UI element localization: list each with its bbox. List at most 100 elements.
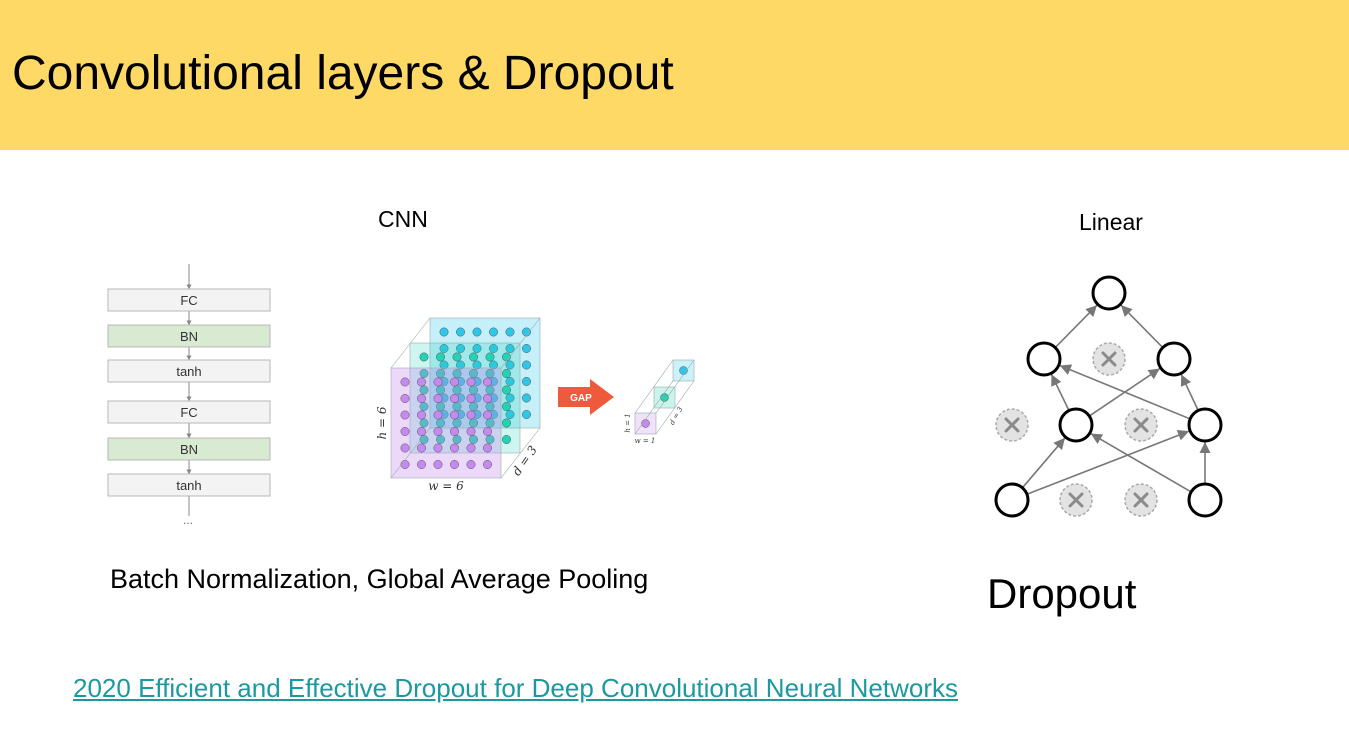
feature-dot [505,360,515,370]
feature-dot [400,410,410,420]
feature-dot [522,344,531,353]
feature-dot [505,327,515,337]
cnn-caption: Batch Normalization, Global Average Pool… [110,564,649,594]
feature-dot [472,344,482,353]
feature-dot [400,394,410,403]
layer-label: tanh [176,478,201,493]
input-width-label: w = 6 [428,479,464,493]
feature-dot [522,410,531,419]
feature-dot [522,393,531,403]
feature-dot [466,443,476,453]
layer-box-5: BN [107,437,271,461]
feature-dot [417,394,426,403]
feature-dot [502,385,511,395]
feature-dot [489,360,498,370]
feature-map-blue [429,317,541,429]
feature-dot [466,394,476,403]
feature-dot [400,427,410,436]
feature-dot [450,377,459,387]
output-width-label: w = 1 [635,437,656,445]
layer-label: FC [180,293,197,308]
neuron-node [1058,407,1094,443]
global-average-pooling-figure: h = 6 w = 6 d = 3 GAP h = 1 w = 1 d = 3 [375,317,695,493]
feature-dot [436,385,445,395]
feature-dot [489,327,498,337]
feature-dot [469,369,478,378]
feature-dot [450,427,459,436]
feature-dot [452,418,462,428]
dropout-network-diagram [994,275,1223,518]
feature-dot [522,327,531,337]
feature-dot [469,352,478,362]
feature-dot [450,410,459,420]
neuron-node [1026,341,1062,377]
feature-dot [452,352,462,362]
feature-dot [502,435,511,444]
neuron-node [1091,275,1127,311]
title-banner: Convolutional layers & Dropout [0,0,1349,150]
feature-dot [439,344,449,353]
feature-dot [505,393,515,403]
layer-stack-diagram: FC BN tanh FC BN tanh ... [107,264,271,527]
feature-dot [433,394,443,403]
neuron-node [1187,482,1223,518]
paper-reference-link[interactable]: 2020 Efficient and Effective Dropout for… [73,673,958,703]
feature-dot [466,377,476,387]
feature-dot [417,410,426,420]
feature-dot [419,402,429,411]
feature-dot [439,360,449,370]
output-depth-label: d = 3 [668,405,685,426]
feature-dot [452,435,462,444]
feature-dot [417,377,426,387]
feature-dot [466,410,476,420]
feature-map-green [409,342,521,454]
feature-dot [452,385,462,395]
feature-dot [456,360,465,370]
dropout-caption: Dropout [987,570,1137,617]
feature-dot [472,327,482,337]
feature-dot [483,394,492,403]
feature-dot [483,377,492,387]
feature-dot [485,385,495,395]
feature-dot [485,435,495,444]
output-height-label: h = 1 [624,413,632,432]
feature-dot [433,443,443,453]
feature-dot [483,460,492,469]
feature-dot [400,443,410,453]
feature-dot [502,418,511,428]
feature-dot [417,427,426,436]
feature-dot [485,402,495,411]
feature-dot [505,344,515,353]
feature-dot [485,352,495,362]
feature-dot [452,369,462,378]
feature-dot [452,402,462,411]
feature-dot [469,402,478,411]
feature-dot [505,410,515,419]
feature-dot [469,418,478,428]
layer-box-1: FC [107,288,271,312]
feature-dot [439,327,449,337]
feature-dot [483,443,492,453]
feature-dot [436,352,445,362]
gap-arrow: GAP [558,379,614,415]
layer-box-6: tanh [107,473,271,497]
feature-dot [485,369,495,378]
feature-dot [466,427,476,436]
dropped-neuron-node [1092,342,1126,376]
feature-dot [469,385,478,395]
feature-cube-edges [390,317,541,479]
gap-arrow-label: GAP [570,393,592,404]
cnn-label: CNN [378,206,428,232]
feature-dot [483,410,492,420]
feature-dot [419,385,429,395]
feature-dot [436,402,445,411]
feature-dot [472,360,482,370]
feature-dot [436,369,445,378]
layer-label: BN [180,442,198,457]
neuron-node [1156,341,1192,377]
neuron-node [994,482,1030,518]
feature-dot [419,369,429,378]
dropped-neuron-node [1059,483,1093,517]
feature-dot [485,418,495,428]
slide-title: Convolutional layers & Dropout [12,47,674,100]
